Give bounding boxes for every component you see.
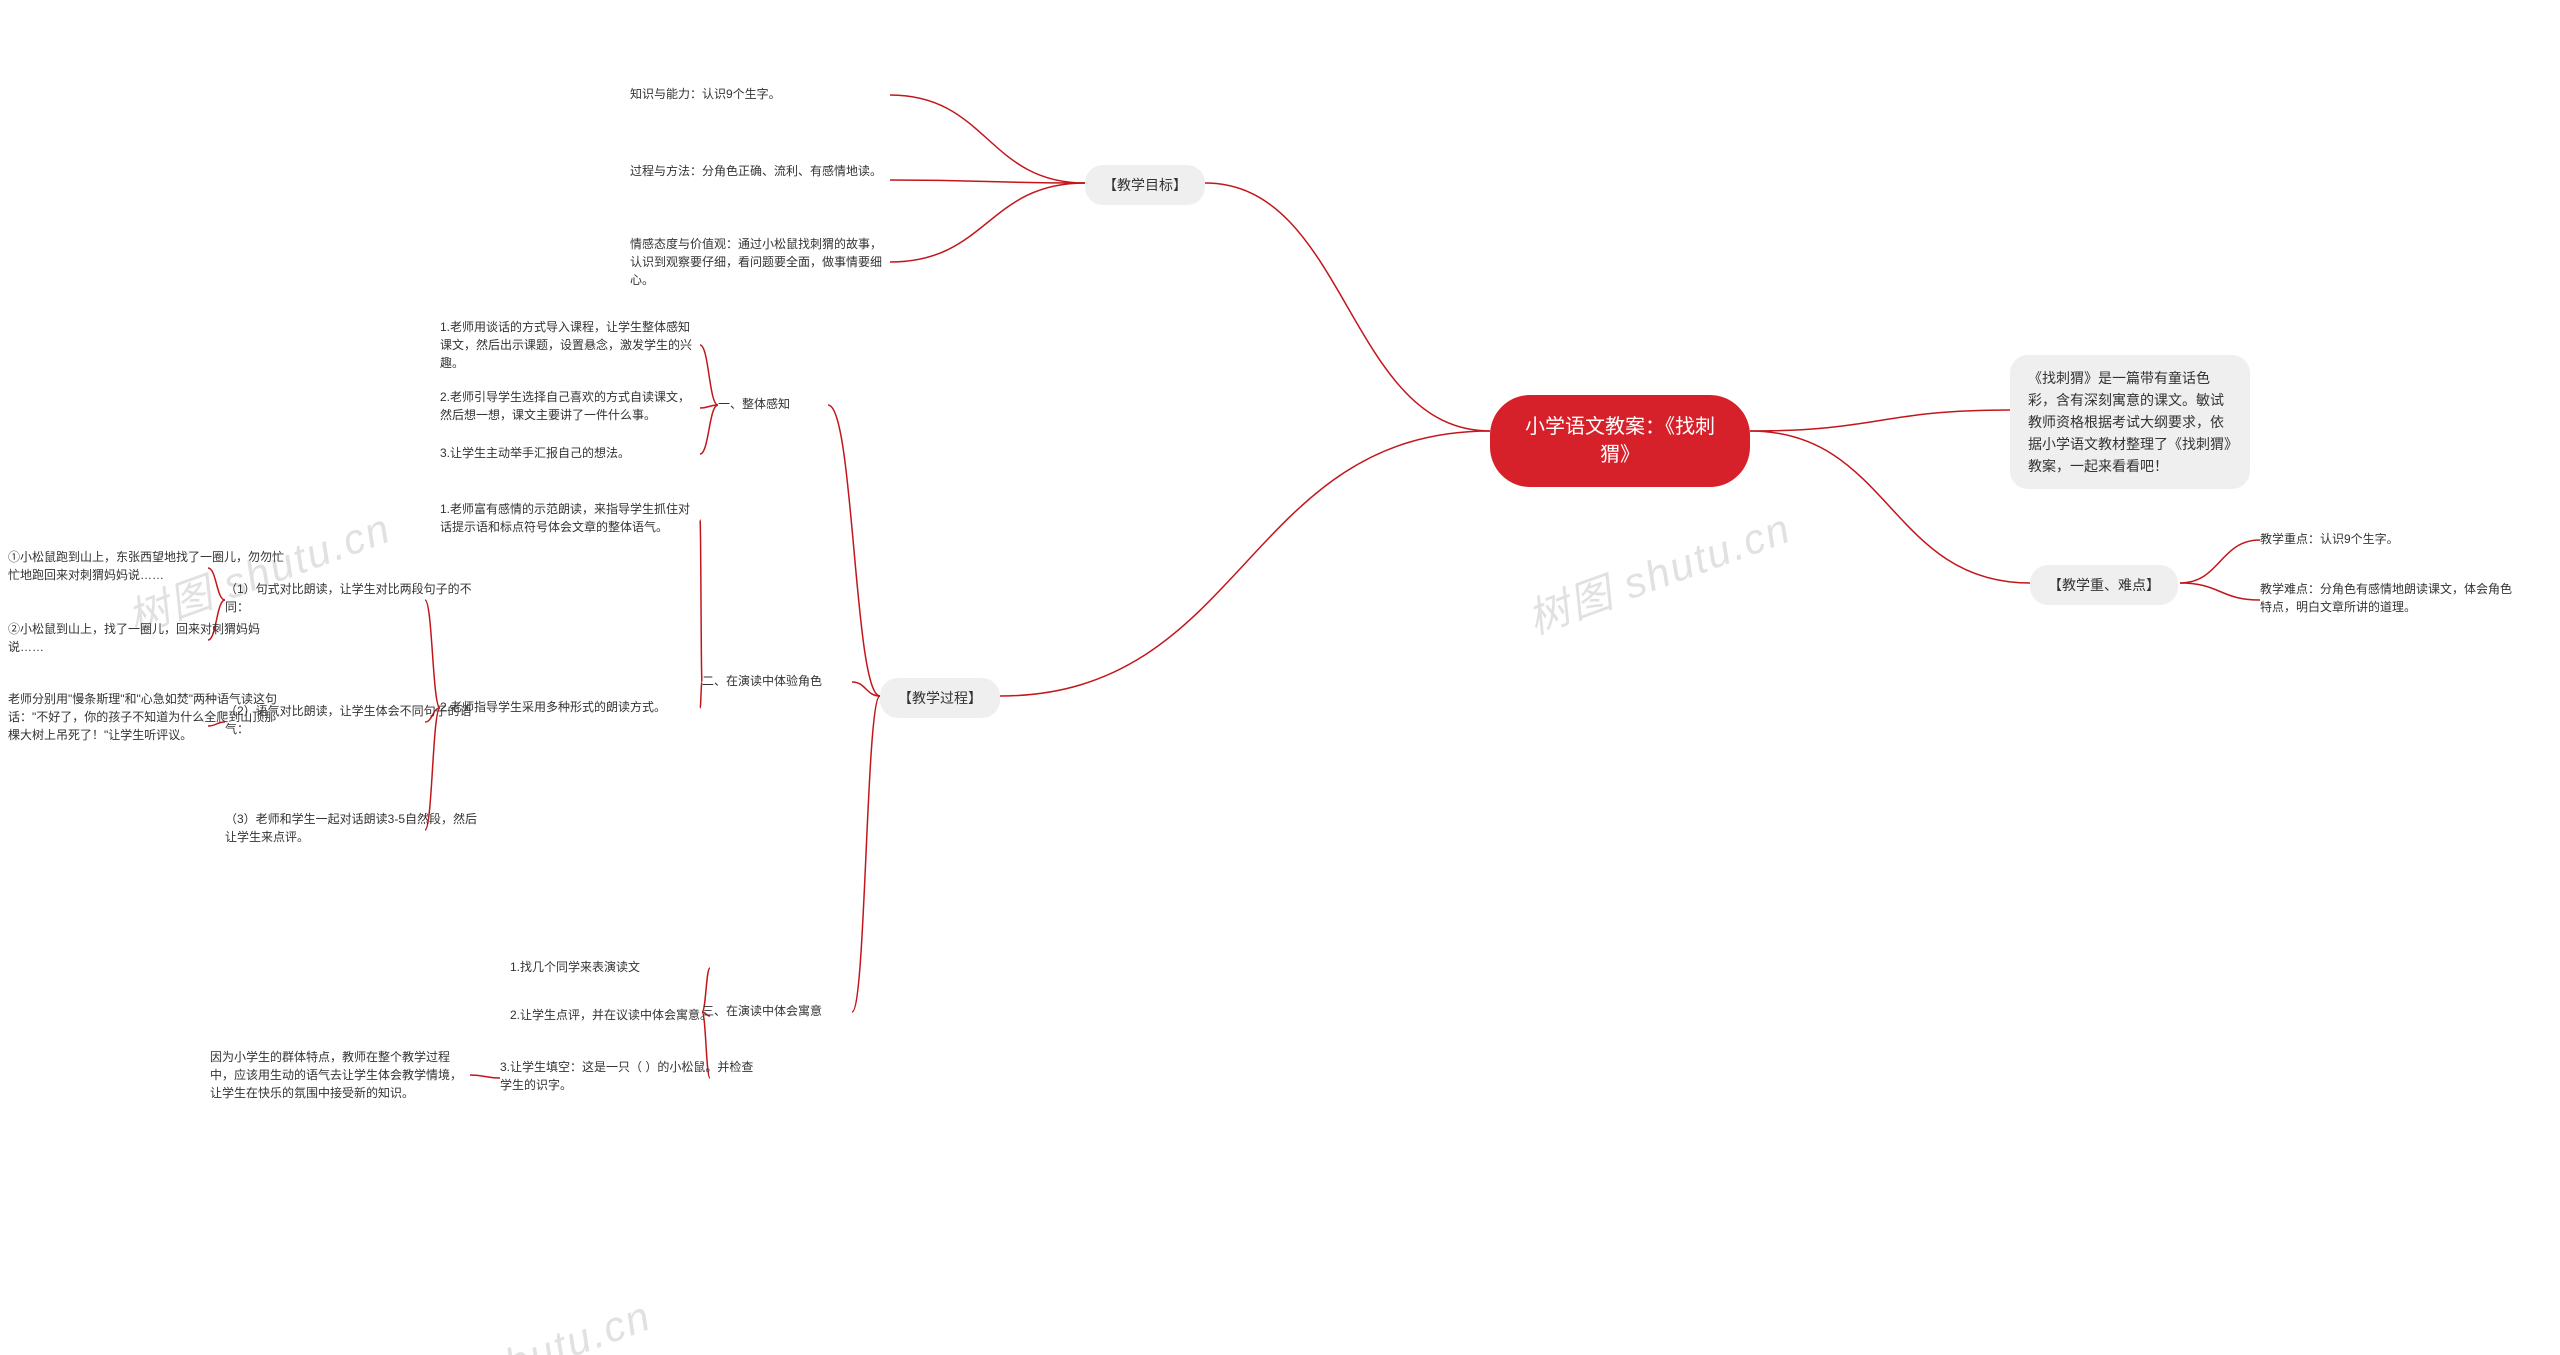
process-node[interactable]: 【教学过程】: [880, 678, 1000, 718]
keypoint-node[interactable]: 【教学重、难点】: [2030, 565, 2178, 605]
edge-layer: [0, 0, 2560, 1355]
process-3-3: 3.让学生填空：这是一只（ ）的小松鼠。并检查学生的识字。: [500, 1058, 760, 1094]
process-2-2b-i: 老师分别用"慢条斯理"和"心急如焚"两种语气读这句话："不好了，你的孩子不知道为…: [8, 690, 288, 744]
root-node[interactable]: 小学语文教案：《找刺猬》: [1490, 395, 1750, 487]
process-1-1: 1.老师用谈话的方式导入课程，让学生整体感知课文，然后出示课题，设置悬念，激发学…: [440, 318, 700, 372]
watermark-2: 树图 shutu.cn: [1518, 495, 1799, 647]
intro-node[interactable]: 《找刺猬》是一篇带有童话色彩，含有深刻寓意的课文。敏试教师资格根据考试大纲要求，…: [2010, 355, 2250, 489]
goal-3: 情感态度与价值观：通过小松鼠找刺猬的故事，认识到观察要仔细，看问题要全面，做事情…: [630, 235, 890, 289]
process-2-2a-i: ①小松鼠跑到山上，东张西望地找了一圈儿，勿勿忙忙地跑回来对刺猬妈妈说……: [8, 548, 288, 584]
keypoint-2: 教学难点：分角色有感情地朗读课文，体会角色特点，明白文章所讲的道理。: [2260, 580, 2520, 616]
process-1: 一、整体感知: [718, 395, 790, 413]
watermark-3: shutu.cn: [477, 1292, 658, 1355]
process-1-2: 2.老师引导学生选择自己喜欢的方式自读课文，然后想一想，课文主要讲了一件什么事。: [440, 388, 700, 424]
process-2-1: 1.老师富有感情的示范朗读，来指导学生抓住对话提示语和标点符号体会文章的整体语气…: [440, 500, 700, 536]
process-3-3-note: 因为小学生的群体特点，教师在整个教学过程中，应该用生动的语气去让学生体会教学情境…: [210, 1048, 470, 1102]
goal-1: 知识与能力：认识9个生字。: [630, 85, 781, 103]
process-3-2: 2.让学生点评，并在议读中体会寓意。: [510, 1006, 712, 1024]
process-3: 三、在演读中体会寓意: [702, 1002, 822, 1020]
process-2: 二、在演读中体验角色: [702, 672, 822, 690]
goal-node[interactable]: 【教学目标】: [1085, 165, 1205, 205]
process-3-1: 1.找几个同学来表演读文: [510, 958, 640, 976]
process-1-3: 3.让学生主动举手汇报自己的想法。: [440, 444, 630, 462]
process-2-2c: （3）老师和学生一起对话朗读3-5自然段，然后让学生来点评。: [225, 810, 485, 846]
keypoint-1: 教学重点：认识9个生字。: [2260, 530, 2399, 548]
mindmap-canvas: 树图 shutu.cn 树图 shutu.cn shutu.cn 小学语文教案：…: [0, 0, 2560, 1355]
process-2-2a-ii: ②小松鼠到山上，找了一圈儿，回来对刺猬妈妈说……: [8, 620, 288, 656]
goal-2: 过程与方法：分角色正确、流利、有感情地读。: [630, 162, 882, 180]
process-2-2a: （1）句式对比朗读，让学生对比两段句子的不同：: [225, 580, 485, 616]
